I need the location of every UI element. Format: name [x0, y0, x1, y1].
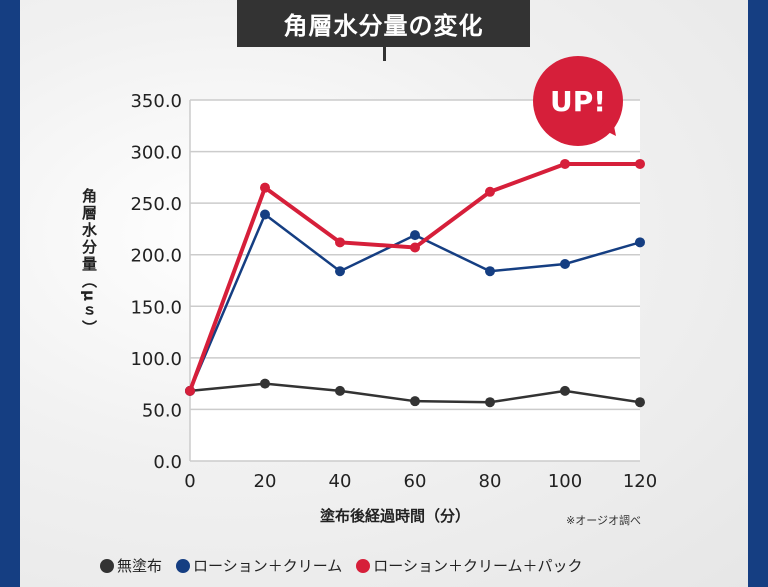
x-axis-label: 塗布後経過時間（分）: [320, 507, 471, 525]
x-tick-label: 40: [329, 471, 352, 492]
x-tick-label: 120: [623, 471, 657, 492]
x-tick-label: 80: [479, 471, 502, 492]
x-tick-label: 100: [548, 471, 582, 492]
data-point: [560, 158, 570, 169]
legend-label: 無塗布: [117, 557, 163, 575]
legend-dot-icon: [100, 558, 114, 573]
data-point: [635, 237, 645, 248]
x-tick-label: 20: [254, 471, 277, 492]
x-tick-label: 60: [404, 471, 427, 492]
source-note: ※オージオ調べ: [566, 514, 641, 527]
data-point: [560, 258, 570, 269]
data-point: [260, 378, 270, 389]
data-point: [635, 397, 645, 408]
data-point: [635, 158, 645, 169]
data-point: [410, 396, 420, 407]
data-point: [335, 237, 345, 248]
data-point: [410, 242, 420, 253]
legend-item: ローション＋クリーム: [176, 555, 342, 576]
legend-dot-icon: [176, 558, 191, 573]
data-point: [335, 266, 345, 277]
data-point: [560, 385, 570, 396]
data-point: [485, 266, 495, 277]
legend-label: ローション＋クリーム＋パック: [373, 557, 583, 575]
plot-area: [190, 100, 640, 461]
x-tick-label: 0: [184, 471, 195, 492]
data-point: [410, 230, 420, 241]
y-tick-label: 100.0: [130, 349, 182, 370]
legend: 無塗布 ローション＋クリーム ローション＋クリーム＋パック: [100, 555, 583, 576]
badge-text: UP!: [550, 85, 606, 118]
y-tick-label: 200.0: [130, 246, 182, 267]
y-tick-label: 0.0: [153, 452, 182, 473]
legend-item: 無塗布: [100, 555, 162, 576]
y-tick-label: 350.0: [130, 91, 182, 112]
y-tick-label: 300.0: [130, 143, 182, 164]
data-point: [485, 397, 495, 408]
up-badge: [533, 56, 623, 146]
data-point: [260, 182, 270, 193]
legend-dot-icon: [356, 558, 371, 573]
legend-item: ローション＋クリーム＋パック: [356, 555, 583, 576]
badge-tail: [600, 116, 616, 136]
y-tick-label: 250.0: [130, 194, 182, 215]
data-point: [260, 209, 270, 220]
right-border: [748, 0, 768, 587]
data-point: [485, 186, 495, 197]
title-pointer: [383, 47, 386, 61]
data-point: [335, 385, 345, 396]
y-tick-label: 50.0: [142, 400, 182, 421]
y-axis-label: 角層水分量（μｓ）: [80, 188, 98, 338]
legend-label: ローション＋クリーム: [193, 557, 343, 575]
chart-title: 角層水分量の変化: [237, 0, 530, 47]
data-point: [185, 385, 195, 396]
left-border: [0, 0, 20, 587]
y-tick-label: 150.0: [130, 297, 182, 318]
